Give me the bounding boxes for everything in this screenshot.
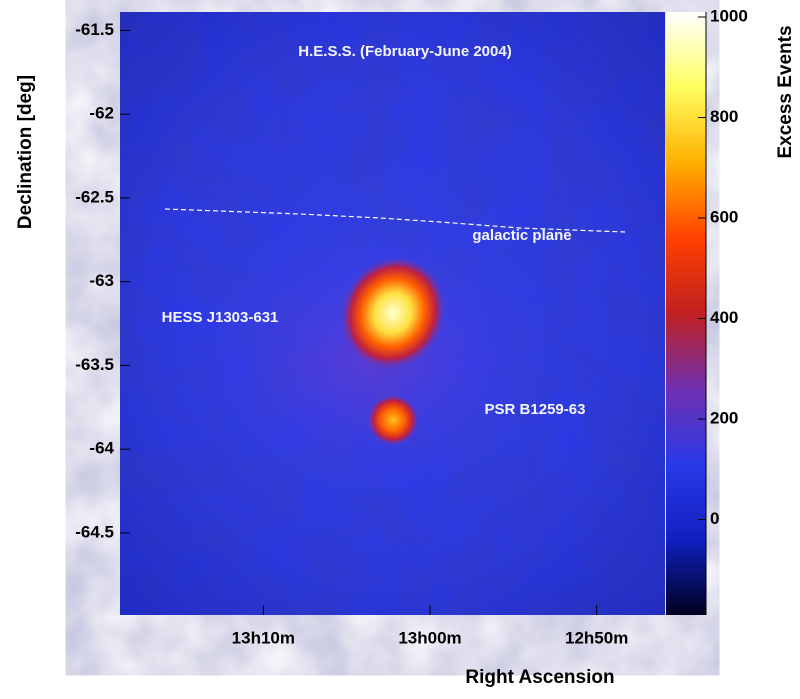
x-tick-label: 12h50m	[565, 628, 628, 647]
colorbar-tick-label: 600	[710, 208, 738, 227]
y-tick-label: -62	[89, 104, 114, 123]
colorbar	[666, 12, 706, 615]
annotation: PSR B1259-63	[485, 401, 586, 418]
colorbar-tick-label: 1000	[710, 7, 748, 26]
y-tick-label: -61.5	[75, 20, 114, 39]
x-axis-label: Right Ascension	[465, 667, 614, 688]
page: {"chart_data": { "type": "skymap", "titl…	[0, 0, 800, 694]
chart-title: H.E.S.S. (February-June 2004)	[298, 43, 511, 60]
chart: H.E.S.S. (February-June 2004) galactic p…	[0, 0, 800, 694]
colorbar-tick-label: 0	[710, 509, 719, 528]
colorbar-tick-label: 800	[710, 107, 738, 126]
y-tick-label: -62.5	[75, 187, 114, 206]
colorbar-tick-label: 200	[710, 409, 738, 428]
annotation: HESS J1303-631	[162, 309, 279, 326]
y-axis-label: Declination [deg]	[15, 75, 36, 229]
colorbar-tick-label: 400	[710, 308, 738, 327]
y-tick-label: -63.5	[75, 355, 114, 374]
annotation: galactic plane	[472, 227, 571, 244]
source-blob	[367, 394, 419, 446]
y-tick-label: -64	[89, 439, 114, 458]
colorbar-label: Excess Events	[775, 25, 796, 158]
x-tick-label: 13h10m	[232, 628, 295, 647]
y-tick-label: -63	[89, 271, 114, 290]
y-tick-label: -64.5	[75, 522, 114, 541]
x-tick-label: 13h00m	[398, 628, 461, 647]
